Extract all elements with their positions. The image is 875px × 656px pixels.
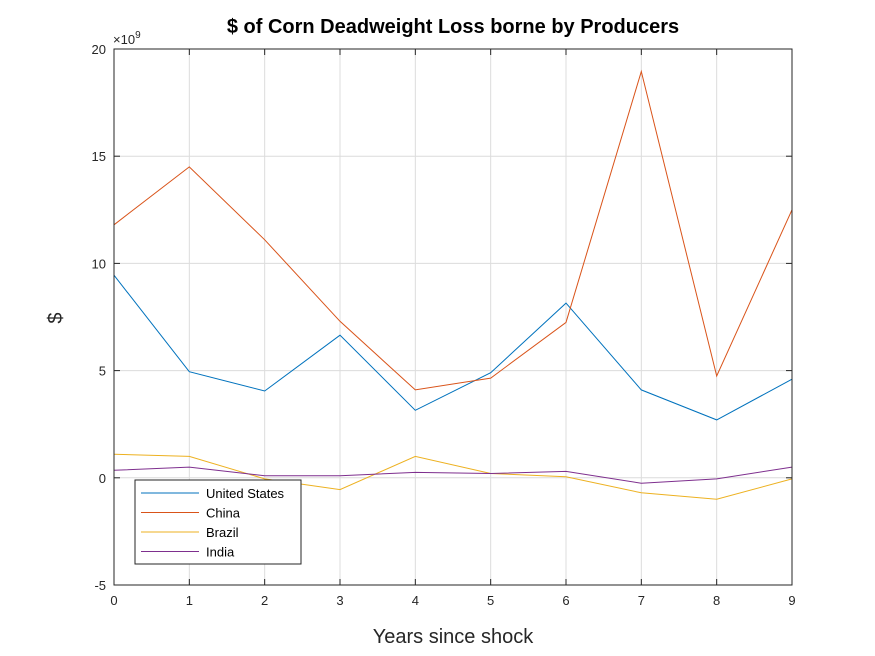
x-tick-label: 0 bbox=[110, 593, 117, 608]
legend-label: United States bbox=[206, 486, 285, 501]
series-lines bbox=[113, 69, 793, 500]
x-tick-label: 1 bbox=[186, 593, 193, 608]
x-tick-label: 8 bbox=[713, 593, 720, 608]
legend-label: India bbox=[206, 545, 235, 560]
x-tick-label: 7 bbox=[638, 593, 645, 608]
y-exponent-power: 9 bbox=[135, 30, 141, 41]
legend-label: Brazil bbox=[206, 525, 239, 540]
y-tick-label: 10 bbox=[92, 256, 106, 271]
y-tick-label: 5 bbox=[99, 364, 106, 379]
x-tick-label: 9 bbox=[788, 593, 795, 608]
series-line-united-states bbox=[113, 274, 793, 421]
x-tick-label: 4 bbox=[412, 593, 419, 608]
x-tick-label: 5 bbox=[487, 593, 494, 608]
legend-label: China bbox=[206, 506, 241, 521]
y-axis-exponent: ×109 bbox=[113, 30, 141, 47]
x-tick-label: 2 bbox=[261, 593, 268, 608]
x-axis-label: Years since shock bbox=[373, 626, 534, 648]
y-tick-label: 20 bbox=[92, 42, 106, 57]
y-exponent-base: ×10 bbox=[113, 32, 135, 47]
plot-frame bbox=[113, 48, 793, 586]
y-tick-label: 15 bbox=[92, 149, 106, 164]
series-line-india bbox=[113, 466, 793, 484]
legend: United States China Brazil India bbox=[134, 479, 302, 565]
series-line-brazil bbox=[113, 453, 793, 500]
y-axis-label: $ bbox=[45, 312, 67, 323]
y-tick-label: -5 bbox=[94, 578, 106, 593]
legend-box bbox=[134, 479, 302, 565]
series-line-china bbox=[113, 69, 793, 391]
x-tick-label: 3 bbox=[336, 593, 343, 608]
y-tick-label: 0 bbox=[99, 471, 106, 486]
x-tick-label: 6 bbox=[562, 593, 569, 608]
chart-title: $ of Corn Deadweight Loss borne by Produ… bbox=[227, 16, 679, 38]
axis-ticks: 0 1 2 3 4 5 6 7 8 9 -5 0 5 10 15 20 bbox=[92, 42, 796, 608]
